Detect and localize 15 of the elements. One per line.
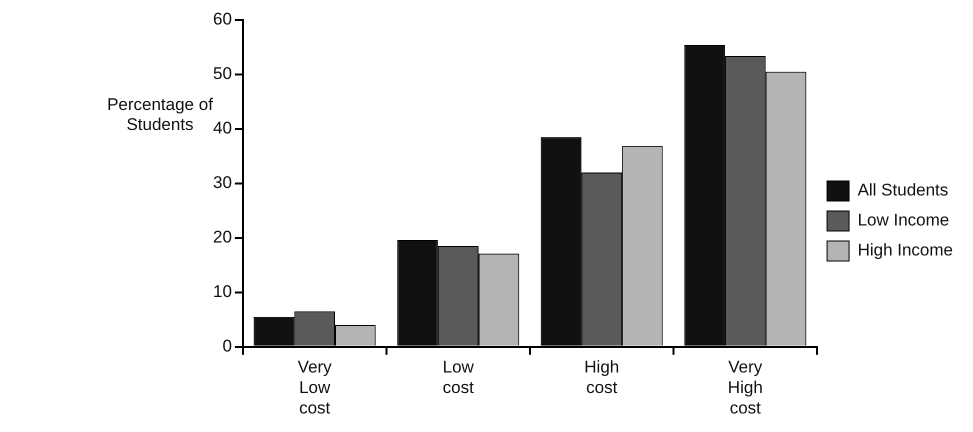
legend-label: High Income xyxy=(858,240,954,260)
y-axis-title: Percentage of Students xyxy=(107,95,213,134)
x-tick-label: High cost xyxy=(584,358,620,398)
legend-label: All Students xyxy=(858,180,948,200)
legend-label: Low Income xyxy=(858,210,950,230)
y-tick-label: 50 xyxy=(212,64,232,84)
y-tick-label: 40 xyxy=(212,118,232,138)
x-tick-label: Low cost xyxy=(442,358,475,398)
y-tick-label: 20 xyxy=(212,228,232,247)
y-tick-label: 30 xyxy=(212,173,232,192)
x-tick-label: Very High cost xyxy=(728,358,763,418)
y-tick-label: 10 xyxy=(212,282,232,302)
y-tick-label: 0 xyxy=(222,336,232,356)
x-tick-label: Very Low cost xyxy=(298,358,332,418)
y-tick-label: 60 xyxy=(212,10,232,29)
